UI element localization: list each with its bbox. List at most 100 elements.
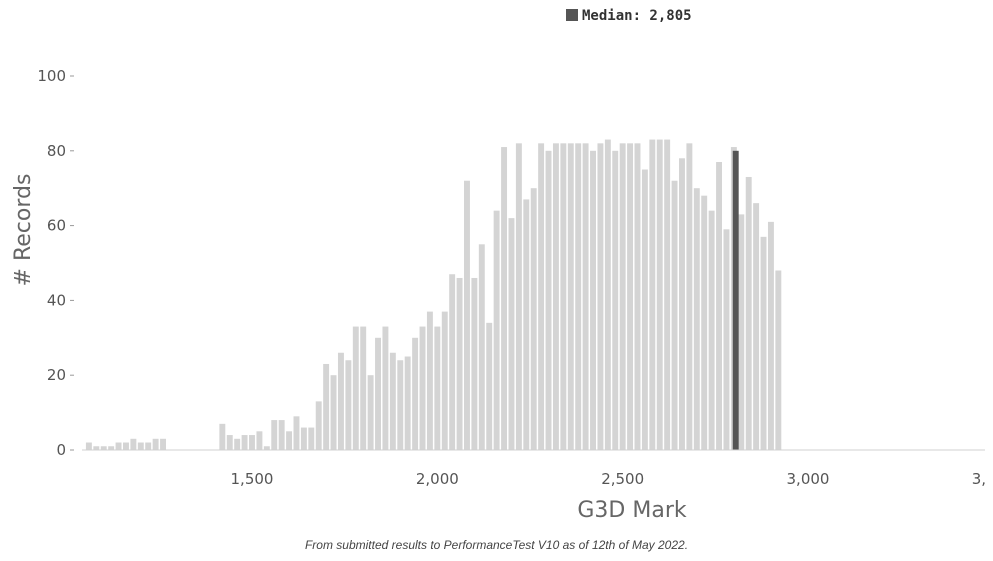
histogram-bar — [508, 218, 515, 450]
histogram-bar — [582, 143, 589, 450]
histogram-bar — [619, 143, 626, 450]
legend: Median: 2,805 — [566, 8, 692, 24]
histogram-bar — [308, 427, 315, 450]
histogram-bar — [567, 143, 574, 450]
histogram-bar — [501, 147, 508, 450]
x-tick-label: 2,000 — [416, 470, 459, 488]
histogram-bar — [367, 375, 374, 450]
histogram-bar — [604, 139, 611, 450]
histogram-bar — [471, 277, 478, 450]
histogram-bar — [767, 221, 774, 450]
histogram-bar — [679, 158, 685, 450]
histogram-bar — [656, 139, 663, 450]
plot-area — [82, 139, 985, 451]
histogram-bar — [241, 435, 248, 450]
histogram-bar — [708, 210, 715, 450]
histogram-bar — [360, 326, 367, 450]
y-tick-label: 40 — [47, 291, 66, 309]
histogram-bar — [478, 244, 485, 450]
histogram-bar — [249, 435, 255, 450]
histogram-bar — [745, 176, 752, 451]
histogram-bar — [375, 337, 381, 450]
histogram-bar — [441, 311, 448, 450]
histogram-bar — [753, 203, 760, 450]
histogram-bar — [315, 401, 322, 450]
histogram-bar — [686, 143, 693, 450]
histogram-bar — [293, 416, 300, 450]
histogram-bar — [693, 188, 700, 450]
histogram-bar — [515, 143, 522, 450]
histogram-bar — [597, 143, 604, 450]
histogram-bar — [152, 438, 159, 450]
histogram-bar — [404, 356, 411, 450]
histogram-bar — [412, 337, 419, 450]
histogram-bar — [590, 150, 596, 451]
legend-swatch-median — [566, 9, 578, 21]
histogram-bar — [649, 139, 656, 450]
y-axis-title: # Records — [11, 174, 36, 287]
histogram-bar — [256, 431, 263, 450]
histogram-bar — [552, 143, 559, 450]
histogram-bar — [397, 360, 404, 450]
histogram-bar — [419, 326, 426, 450]
histogram-bar — [226, 435, 233, 450]
x-tick-label: 3,000 — [787, 470, 830, 488]
histogram-bar — [464, 180, 470, 450]
histogram-bar — [219, 423, 226, 450]
histogram-bar — [723, 229, 730, 450]
histogram-bar — [271, 420, 278, 450]
histogram-bar — [115, 442, 122, 450]
histogram-bar — [426, 311, 433, 450]
legend-label-median: Median: 2,805 — [582, 8, 692, 24]
x-tick-label: 2,500 — [601, 470, 644, 488]
histogram-bar — [449, 274, 456, 450]
y-tick-label: 20 — [47, 366, 66, 384]
y-tick-label: 60 — [47, 217, 66, 235]
histogram-bar — [286, 431, 293, 450]
histogram-bar — [456, 277, 463, 450]
histogram-bar — [701, 195, 708, 450]
histogram-bar — [716, 162, 722, 450]
histogram-bar — [627, 143, 634, 450]
histogram-bar — [523, 199, 530, 450]
footnote: From submitted results to PerformanceTes… — [304, 538, 689, 552]
y-axis: 0 20 40 60 80 100 — [37, 67, 74, 459]
y-tick-label: 100 — [37, 67, 66, 85]
histogram-bar — [434, 326, 441, 450]
histogram-bar — [738, 214, 745, 450]
histogram-bar — [137, 442, 144, 450]
histogram-bar — [389, 352, 396, 450]
histogram-bar — [760, 236, 767, 450]
histogram-bar — [234, 438, 241, 450]
histogram-bar — [123, 442, 129, 450]
histogram-bar — [145, 442, 152, 450]
histogram-bar — [263, 446, 270, 450]
histogram-bar — [545, 150, 552, 451]
histogram-bar — [575, 143, 582, 450]
histogram-bar — [330, 375, 337, 450]
histogram-bar — [530, 188, 537, 450]
median-bar — [732, 150, 739, 451]
histogram-bar — [486, 322, 493, 450]
histogram-bar — [560, 143, 567, 450]
histogram-bar — [664, 139, 671, 450]
histogram-bar — [100, 446, 107, 450]
histogram-bar — [130, 438, 137, 450]
histogram-bar — [382, 326, 389, 450]
x-tick-label: 1,500 — [231, 470, 274, 488]
histogram-bar — [671, 180, 678, 450]
histogram-bar — [345, 360, 352, 450]
histogram-bar — [641, 169, 648, 450]
histogram-bar — [538, 143, 545, 450]
x-axis: 1,500 2,000 2,500 3,000 3, — [231, 470, 986, 488]
histogram-bar — [93, 446, 100, 450]
x-axis-title: G3D Mark — [577, 498, 686, 523]
y-tick-label: 80 — [47, 142, 66, 160]
histogram-bar — [634, 143, 641, 450]
y-tick-label: 0 — [56, 441, 66, 459]
histogram-bar — [278, 420, 285, 450]
histogram-bar — [85, 442, 92, 450]
histogram-bar — [337, 352, 344, 450]
histogram-bar — [775, 270, 782, 450]
